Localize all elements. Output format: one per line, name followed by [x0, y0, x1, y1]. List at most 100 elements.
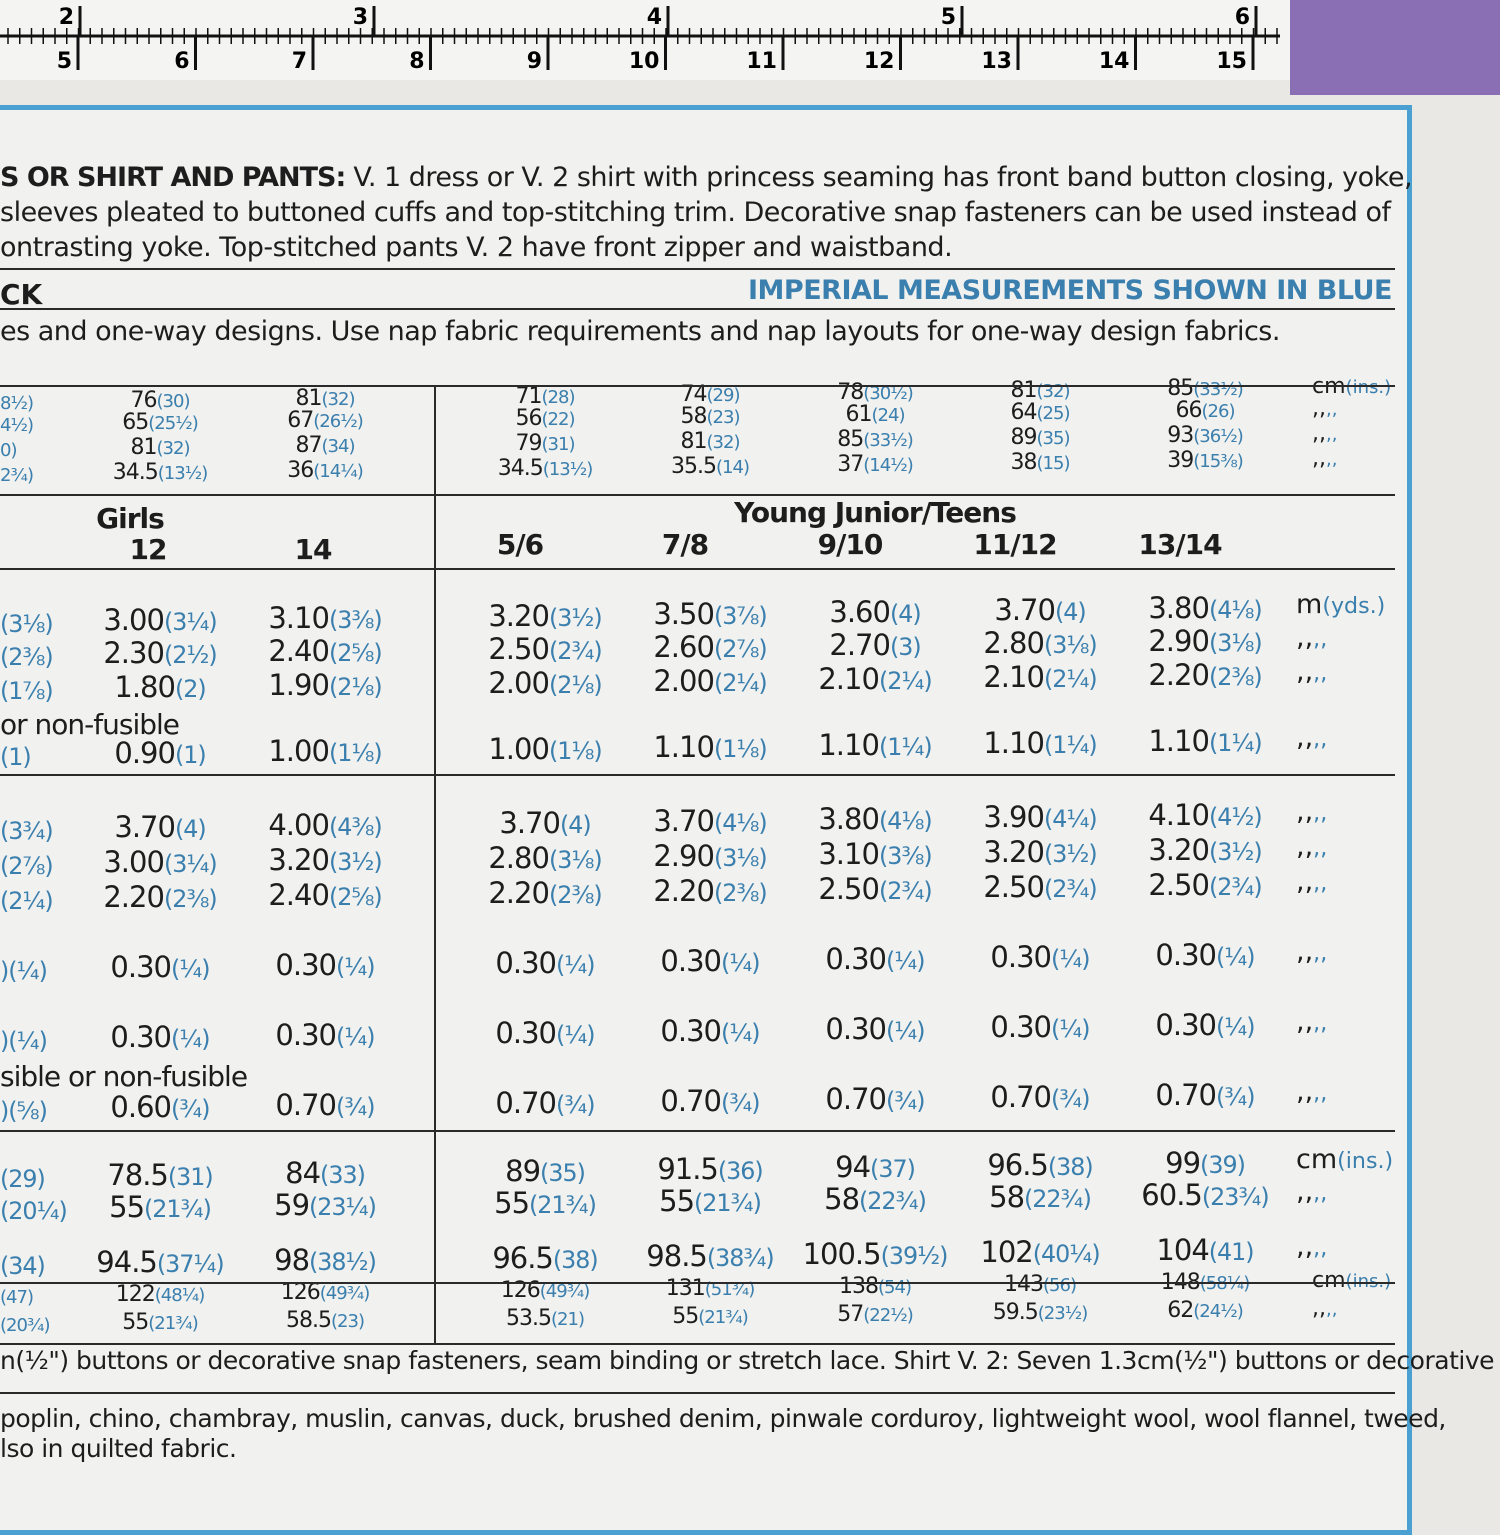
imperial-value: (26) — [1201, 401, 1235, 422]
imperial-value: (¼) — [335, 1023, 376, 1051]
imperial-value: (3⅛) — [1208, 629, 1263, 657]
measure-cell: 81(32) — [680, 429, 740, 454]
metric-value: 55 — [494, 1186, 530, 1220]
measure-cell: 0.70(¾) — [495, 1086, 595, 1120]
imperial-note: IMPERIAL MEASUREMENTS SHOWN IN BLUE — [748, 275, 1392, 306]
description-line: S OR SHIRT AND PANTS: V. 1 dress or V. 2… — [0, 162, 1413, 193]
imperial-value: (23¼) — [309, 1193, 377, 1221]
measure-cell: 61(24) — [845, 402, 905, 427]
measure-cell: 58(22¾) — [989, 1180, 1092, 1214]
imperial-value: (2½) — [163, 641, 218, 669]
measure-cell: 1.10(1¼) — [983, 726, 1097, 760]
cell-partial: (2⅞) — [0, 847, 54, 881]
metric-value: 2.80 — [488, 841, 550, 875]
metric-value: 36 — [287, 458, 314, 483]
imperial-value: (3¼) — [163, 608, 218, 636]
metric-value: 3.00 — [103, 603, 165, 637]
metric-value: 100.5 — [802, 1237, 882, 1271]
measure-cell: 2.30(2½) — [103, 636, 218, 670]
imperial-value: (40¼) — [1032, 1240, 1101, 1268]
metric-value: 1.10 — [653, 730, 715, 764]
measure-cell: 2.20(2⅜) — [1148, 658, 1262, 692]
metric-value: 0.30 — [275, 1018, 337, 1052]
imperial-value: (20¾) — [0, 1315, 50, 1336]
metric-value: 2.20 — [103, 880, 165, 914]
metric-value: 3.20 — [488, 599, 550, 633]
metric-value: 76 — [130, 388, 157, 413]
measure-cell: 2.20(2⅜) — [103, 880, 217, 914]
cell-partial: (1) — [0, 738, 32, 772]
metric-value: 55 — [109, 1190, 145, 1224]
measure-cell: 3.80(4⅛) — [818, 802, 933, 836]
metric-value: 1.00 — [268, 734, 330, 768]
measure-cell: 0.30(¼) — [110, 950, 210, 984]
imperial-value: ,, — [1313, 800, 1328, 826]
inch-label: 3 — [353, 5, 368, 30]
metric-value: 59 — [274, 1188, 310, 1222]
metric-value: 4.00 — [268, 808, 330, 842]
imperial-value: (4⅛) — [878, 807, 933, 835]
metric-value: 2.90 — [653, 839, 715, 873]
cell-partial: 2¾) — [0, 462, 34, 487]
cm-label: 12 — [864, 49, 895, 74]
cell-partial: )(¼) — [0, 1022, 48, 1056]
unit-cell: ,,,, — [1296, 1076, 1327, 1107]
metric-value: 91.5 — [657, 1152, 719, 1186]
cm-label: 9 — [527, 49, 542, 74]
metric-value: ,, — [1296, 1231, 1314, 1262]
metric-value: 56 — [515, 406, 542, 431]
measure-cell: 102(40¼) — [980, 1235, 1101, 1269]
metric-value: 55 — [672, 1304, 699, 1329]
metric-value: 2.80 — [983, 626, 1045, 660]
imperial-value: (38¾) — [706, 1244, 775, 1272]
measure-cell: 3.50(3⅞) — [653, 597, 768, 631]
imperial-value: (2¼) — [713, 669, 768, 697]
metric-value: 38 — [1010, 450, 1037, 475]
measure-cell: 0.30(¼) — [1155, 1008, 1255, 1042]
metric-value: 62 — [1167, 1298, 1194, 1323]
metric-value: 2.10 — [818, 662, 880, 696]
measure-cell: 60.5(23¾) — [1141, 1178, 1269, 1212]
imperial-value: (3½) — [328, 848, 383, 876]
metric-value: ,, — [1296, 1076, 1314, 1107]
metric-value: 0.70 — [990, 1080, 1052, 1114]
imperial-value: )(¼) — [0, 957, 48, 985]
metric-value: 1.90 — [268, 668, 330, 702]
imperial-value: (3¾) — [0, 817, 54, 845]
unit-cell: ,,,, — [1312, 1296, 1337, 1321]
imperial-value: ,, — [1326, 399, 1338, 420]
imperial-value: (3⅞) — [713, 602, 768, 630]
metric-value: 0.30 — [660, 944, 722, 978]
measure-cell: 57(22½) — [837, 1302, 913, 1327]
measure-cell: 104(41) — [1156, 1233, 1254, 1267]
measure-cell: 0.30(¼) — [990, 1010, 1090, 1044]
measure-cell: 55(21¾) — [494, 1186, 597, 1220]
inch-label: 6 — [1235, 5, 1250, 30]
cm-label: 7 — [292, 49, 307, 74]
metric-value: 0.30 — [990, 1010, 1052, 1044]
cell-partial: (2¼) — [0, 882, 54, 916]
measure-cell: 38(15) — [1010, 450, 1070, 475]
metric-value: 143 — [1003, 1272, 1044, 1297]
cell-partial: )(⅝) — [0, 1092, 48, 1126]
metric-value: ,, — [1296, 656, 1314, 687]
measure-cell: 0.70(¾) — [660, 1084, 760, 1118]
imperial-value: (33½) — [863, 430, 913, 451]
metric-value: m — [1296, 589, 1323, 620]
measure-cell: 78.5(31) — [107, 1158, 213, 1192]
imperial-value: (14¼) — [313, 461, 363, 482]
imperial-value: (¾) — [170, 1095, 211, 1123]
metric-value: ,, — [1312, 396, 1326, 421]
metric-value: 3.90 — [983, 800, 1045, 834]
measure-cell: 2.00(2⅛) — [488, 666, 602, 700]
imperial-value: (1) — [0, 743, 32, 771]
imperial-value: (1⅛) — [713, 735, 768, 763]
measure-cell: 3.10(3⅜) — [818, 837, 932, 871]
measure-cell: 1.00(1⅛) — [488, 732, 602, 766]
imperial-value: )(¼) — [0, 1027, 48, 1055]
measure-cell: 84(33) — [285, 1156, 366, 1190]
imperial-value: (32) — [156, 438, 190, 459]
metric-value: 2.40 — [268, 634, 330, 668]
imperial-value: (2⅝) — [328, 883, 383, 911]
section-note: es and one-way designs. Use nap fabric r… — [0, 316, 1280, 347]
